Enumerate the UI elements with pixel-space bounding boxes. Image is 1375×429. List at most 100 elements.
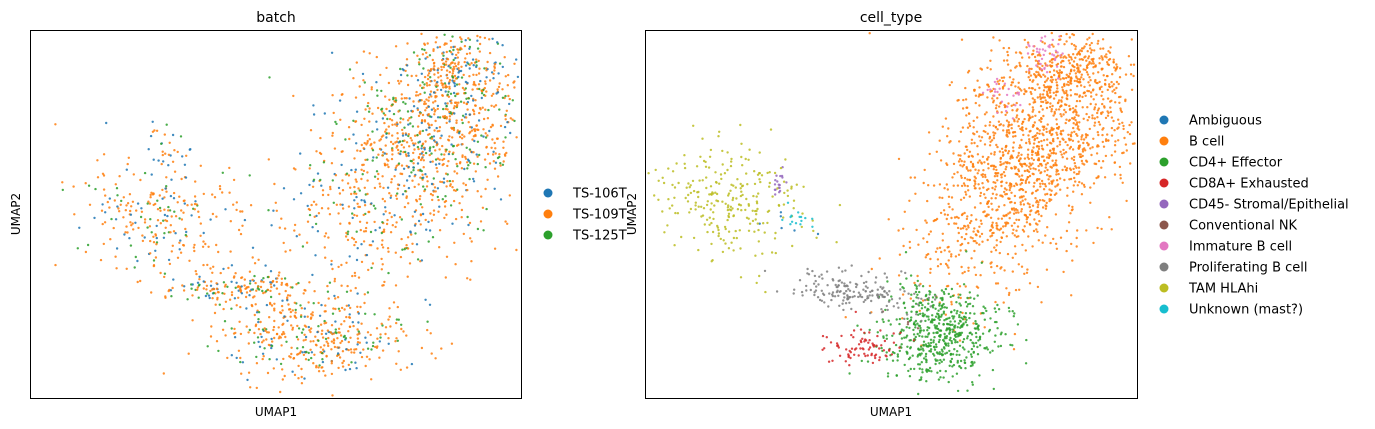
- scatter-point: [420, 169, 423, 173]
- scatter-point: [973, 88, 976, 92]
- scatter-point: [432, 135, 436, 138]
- scatter-point: [963, 270, 966, 274]
- scatter-point: [1114, 101, 1117, 104]
- scatter-point: [983, 318, 986, 321]
- scatter-point: [152, 203, 155, 207]
- scatter-point: [169, 231, 172, 234]
- scatter-point: [61, 181, 64, 184]
- scatter-point: [273, 307, 276, 310]
- scatter-point: [368, 107, 371, 110]
- scatter-point: [942, 323, 945, 326]
- scatter-point: [905, 277, 908, 280]
- scatter-point: [178, 248, 181, 251]
- scatter-point: [1038, 86, 1041, 90]
- scatter-point: [1048, 70, 1052, 74]
- scatter-point: [918, 363, 922, 366]
- scatter-point: [436, 116, 440, 119]
- scatter-point: [1032, 49, 1035, 52]
- scatter-point: [380, 231, 383, 235]
- scatter-point: [331, 332, 334, 336]
- scatter-point: [914, 326, 917, 329]
- scatter-point: [688, 211, 691, 214]
- scatter-point: [952, 315, 956, 318]
- scatter-point: [150, 231, 153, 234]
- scatter-point: [932, 318, 936, 321]
- scatter-point: [671, 204, 674, 207]
- scatter-point: [786, 194, 790, 198]
- scatter-point: [1078, 99, 1082, 103]
- scatter-point: [1073, 162, 1077, 165]
- scatter-point: [378, 356, 381, 359]
- scatter-point: [469, 278, 472, 281]
- scatter-point: [243, 218, 247, 222]
- scatter-point: [965, 250, 968, 253]
- scatter-point: [875, 320, 879, 323]
- scatter-point: [330, 340, 334, 343]
- scatter-point: [1014, 252, 1017, 255]
- scatter-point: [446, 93, 449, 96]
- scatter-point: [425, 51, 428, 54]
- scatter-point: [1104, 78, 1107, 82]
- scatter-point: [997, 217, 1000, 220]
- scatter-point: [1105, 53, 1108, 56]
- scatter-point: [423, 42, 426, 45]
- scatter-point: [384, 144, 387, 147]
- scatter-point: [300, 375, 303, 379]
- scatter-point: [277, 326, 280, 329]
- scatter-point: [911, 354, 914, 357]
- scatter-point: [1001, 173, 1004, 176]
- scatter-point: [1075, 121, 1079, 124]
- scatter-point: [285, 340, 288, 343]
- scatter-point: [222, 307, 225, 311]
- scatter-point: [775, 290, 779, 293]
- scatter-point: [509, 131, 512, 135]
- scatter-point: [964, 312, 968, 315]
- scatter-point: [1021, 188, 1025, 192]
- scatter-point: [217, 250, 220, 254]
- scatter-point: [350, 361, 353, 364]
- scatter-point: [1114, 140, 1117, 143]
- scatter-point: [282, 187, 286, 190]
- scatter-point: [504, 114, 507, 118]
- scatter-point: [248, 328, 251, 332]
- scatter-point: [1016, 225, 1020, 228]
- scatter-point: [1119, 67, 1122, 70]
- scatter-point: [936, 359, 939, 362]
- scatter-point: [1021, 243, 1024, 247]
- scatter-point: [1132, 74, 1135, 78]
- scatter-point: [349, 186, 352, 189]
- scatter-point: [439, 88, 443, 92]
- scatter-point: [401, 193, 405, 196]
- scatter-point: [887, 218, 890, 221]
- scatter-point: [1015, 101, 1018, 105]
- scatter-point: [381, 151, 385, 154]
- scatter-point: [353, 185, 356, 189]
- scatter-point: [132, 173, 135, 176]
- scatter-point: [1033, 55, 1037, 59]
- scatter-point: [515, 248, 518, 252]
- scatter-point: [410, 171, 413, 174]
- scatter-point: [1054, 185, 1057, 188]
- scatter-point: [860, 295, 864, 299]
- scatter-point: [360, 199, 363, 202]
- scatter-point: [269, 289, 272, 293]
- scatter-point: [452, 151, 455, 154]
- scatter-point: [1075, 99, 1079, 103]
- scatter-point: [864, 354, 867, 358]
- scatter-point: [389, 194, 393, 197]
- scatter-point: [344, 337, 348, 340]
- scatter-point: [1012, 207, 1016, 210]
- scatter-point: [327, 336, 330, 340]
- scatter-point: [337, 265, 340, 269]
- scatter-point: [436, 80, 439, 84]
- scatter-point: [454, 56, 457, 60]
- scatter-point: [345, 315, 348, 319]
- scatter-point: [402, 118, 405, 121]
- scatter-point: [973, 327, 977, 330]
- scatter-point: [721, 163, 724, 166]
- scatter-point: [170, 295, 173, 298]
- scatter-point: [969, 312, 972, 315]
- scatter-point: [429, 69, 432, 72]
- scatter-point: [857, 343, 861, 346]
- scatter-point: [402, 150, 405, 154]
